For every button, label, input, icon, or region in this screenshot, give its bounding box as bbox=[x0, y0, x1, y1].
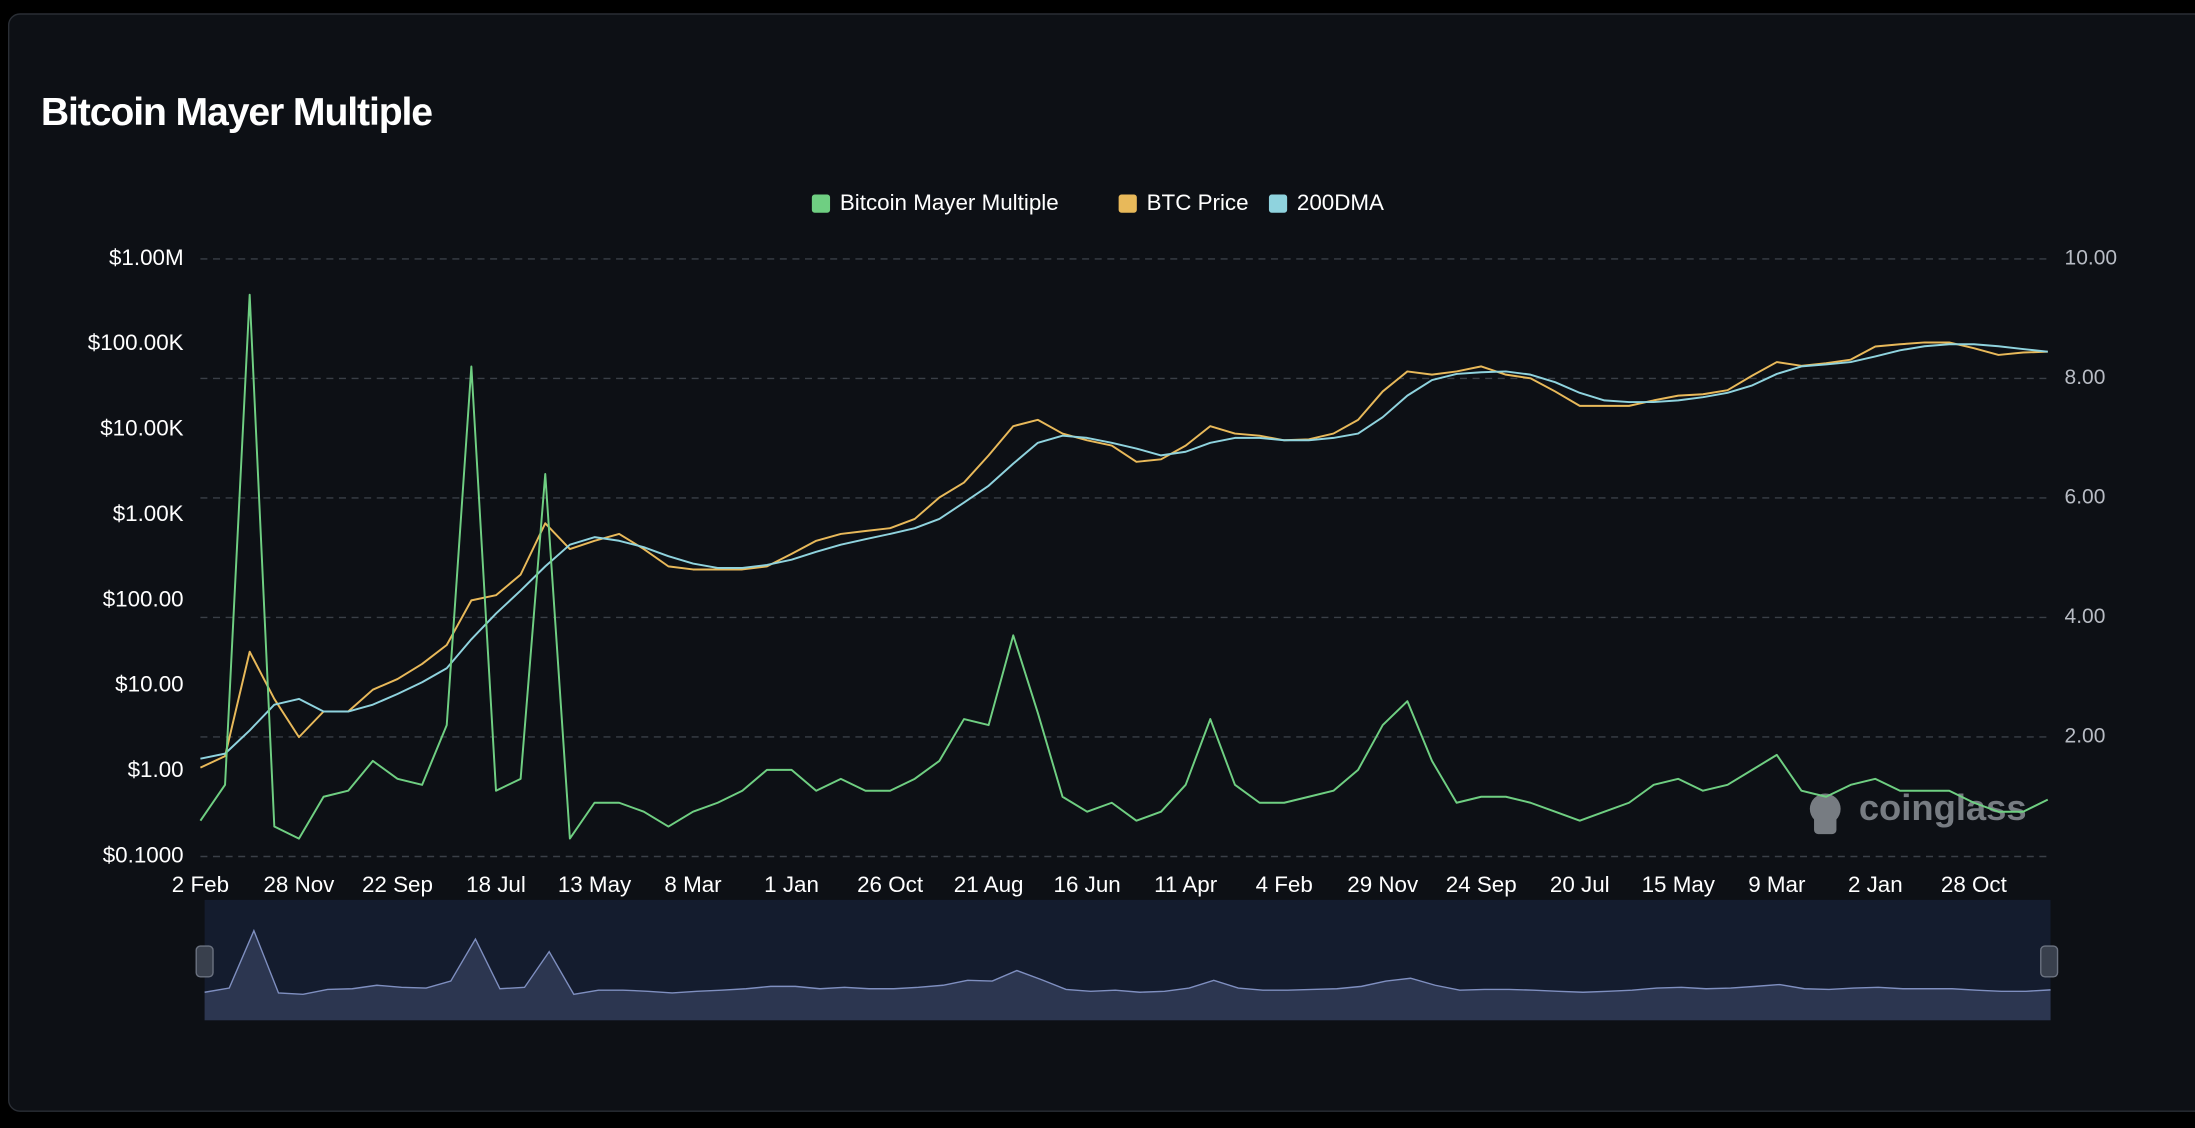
legend-label: Bitcoin Mayer Multiple bbox=[840, 190, 1059, 215]
legend-swatch bbox=[1118, 194, 1137, 213]
series-line bbox=[199, 293, 2049, 840]
y-tick-label: $10.00 bbox=[115, 672, 183, 697]
legend-label: BTC Price bbox=[1147, 190, 1249, 215]
y2-tick-label: 8.00 bbox=[2065, 366, 2106, 389]
x-tick-label: 22 Sep bbox=[362, 872, 433, 897]
x-tick-label: 2 Jan bbox=[1848, 872, 1903, 897]
y-tick-label: $10.00K bbox=[100, 416, 183, 441]
x-tick-label: 28 Oct bbox=[1941, 872, 2008, 897]
y2-tick-label: 10.00 bbox=[2065, 246, 2118, 269]
series-line bbox=[200, 341, 2048, 769]
x-tick-label: 15 May bbox=[1642, 872, 1716, 897]
y2-tick-label: 6.00 bbox=[2065, 485, 2106, 508]
y2-tick-label: 2.00 bbox=[2065, 725, 2106, 748]
legend-swatch bbox=[811, 194, 831, 213]
y2-tick-label: 4.00 bbox=[2065, 605, 2106, 628]
y-tick-label: $0.1000 bbox=[103, 842, 184, 867]
x-tick-label: 28 Nov bbox=[263, 872, 335, 897]
watermark: coinglass bbox=[1859, 787, 2027, 828]
y-tick-label: $100.00K bbox=[88, 330, 184, 355]
y-tick-label: $1.00 bbox=[128, 757, 184, 782]
chart-title: Bitcoin Mayer Multiple bbox=[41, 91, 432, 134]
y-tick-label: $1.00K bbox=[113, 501, 184, 526]
x-tick-label: 21 Aug bbox=[954, 872, 1024, 897]
x-tick-label: 26 Oct bbox=[857, 872, 924, 897]
x-tick-label: 18 Jul bbox=[466, 872, 526, 897]
card bbox=[7, 13, 2195, 1112]
x-tick-label: 20 Jul bbox=[1550, 872, 1610, 897]
navigator-line bbox=[204, 928, 2051, 996]
watermark-logo bbox=[1809, 793, 1841, 835]
legend-swatch bbox=[1268, 194, 1288, 213]
x-tick-label: 2 Feb bbox=[172, 872, 229, 897]
navigator-handle[interactable] bbox=[2040, 945, 2059, 978]
x-tick-label: 8 Mar bbox=[664, 872, 722, 897]
x-tick-label: 29 Nov bbox=[1347, 872, 1419, 897]
y-tick-label: $1.00M bbox=[109, 245, 184, 270]
series-line bbox=[200, 343, 2048, 760]
legend-label: 200DMA bbox=[1297, 190, 1384, 215]
navigator-area bbox=[204, 930, 2051, 1021]
x-tick-label: 13 May bbox=[558, 872, 632, 897]
x-tick-label: 16 Jun bbox=[1054, 872, 1121, 897]
x-tick-label: 24 Sep bbox=[1446, 872, 1517, 897]
y-tick-label: $100.00 bbox=[103, 586, 184, 611]
x-tick-label: 1 Jan bbox=[764, 872, 819, 897]
x-tick-label: 11 Apr bbox=[1154, 872, 1218, 897]
x-tick-label: 4 Feb bbox=[1256, 872, 1313, 897]
legend: Bitcoin Mayer Multiple BTC Price 200DMA bbox=[811, 190, 1384, 215]
x-tick-label: 9 Mar bbox=[1748, 872, 1806, 897]
navigator-handle[interactable] bbox=[195, 945, 214, 978]
